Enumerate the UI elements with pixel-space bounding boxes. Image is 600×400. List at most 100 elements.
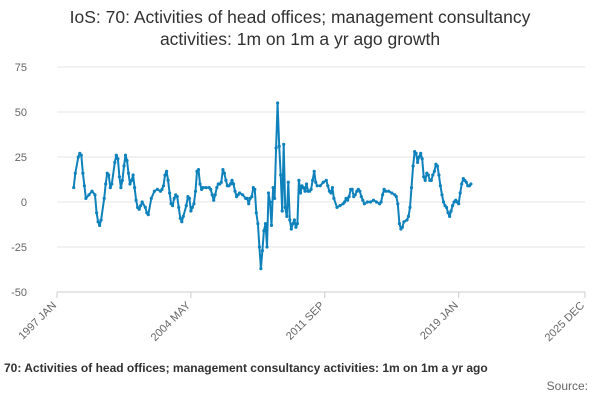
data-point	[448, 214, 452, 218]
data-point	[209, 187, 213, 191]
data-point	[155, 187, 159, 191]
source-label: Source:	[546, 379, 588, 393]
data-point	[277, 144, 281, 148]
data-point	[262, 229, 266, 233]
data-point	[444, 205, 449, 209]
data-point	[289, 227, 293, 231]
data-point	[361, 198, 365, 202]
data-point	[96, 220, 100, 224]
data-point	[233, 189, 237, 193]
data-point	[93, 193, 97, 197]
data-point	[125, 159, 129, 163]
data-point	[143, 205, 147, 209]
data-point	[104, 182, 108, 186]
data-point	[213, 193, 217, 197]
data-point	[245, 196, 249, 200]
data-point	[165, 169, 169, 173]
data-point	[269, 223, 274, 227]
y-tick-label: 25	[15, 152, 27, 164]
data-point	[166, 178, 170, 182]
data-point	[419, 151, 423, 155]
data-point	[409, 186, 414, 190]
data-point	[126, 171, 131, 175]
data-point	[231, 182, 236, 186]
data-point	[247, 202, 251, 206]
data-point	[189, 209, 193, 213]
data-point	[187, 196, 191, 200]
data-point	[408, 205, 412, 209]
legend-label: 70: Activities of head offices; manageme…	[4, 361, 488, 375]
data-point	[286, 180, 290, 184]
data-point	[79, 153, 83, 157]
data-point	[114, 153, 118, 157]
data-point	[315, 184, 319, 188]
x-tick-label: 1997 JAN	[16, 300, 59, 343]
data-point	[411, 164, 415, 168]
data-point	[422, 175, 426, 179]
data-point	[201, 186, 205, 190]
data-point	[219, 180, 223, 184]
data-point	[152, 189, 156, 193]
data-point	[449, 209, 453, 213]
data-point	[330, 186, 334, 190]
data-point	[117, 175, 121, 179]
data-point	[368, 200, 373, 204]
data-point	[215, 186, 219, 190]
data-point	[123, 153, 128, 157]
data-point	[260, 249, 264, 253]
data-point	[160, 187, 164, 191]
data-point	[257, 245, 261, 249]
data-point	[358, 189, 362, 193]
data-point	[90, 189, 94, 193]
data-point	[131, 173, 135, 177]
data-point	[171, 204, 175, 208]
x-tick-label: 2025 DEC	[543, 300, 587, 344]
data-point	[347, 195, 351, 199]
data-point	[303, 189, 307, 193]
data-point	[309, 187, 313, 191]
data-point	[210, 193, 214, 197]
data-point	[438, 184, 442, 188]
data-point	[285, 214, 289, 218]
data-point	[280, 209, 284, 213]
data-point	[181, 214, 185, 218]
data-point	[417, 155, 421, 159]
data-point	[446, 211, 450, 215]
data-point	[87, 193, 91, 197]
data-point	[116, 157, 120, 161]
data-point	[175, 195, 179, 199]
data-point	[429, 178, 433, 182]
data-point	[458, 191, 462, 195]
data-point	[457, 202, 461, 206]
data-point	[139, 204, 143, 208]
data-point	[224, 178, 228, 182]
data-point	[72, 186, 76, 190]
data-point	[431, 173, 435, 177]
data-point	[146, 213, 150, 217]
data-point	[414, 151, 418, 155]
data-point	[113, 160, 117, 164]
y-tick-label: 75	[15, 62, 27, 74]
data-point	[291, 222, 295, 226]
data-point	[120, 178, 124, 182]
data-point	[387, 189, 391, 193]
data-point	[76, 155, 80, 159]
data-point	[362, 202, 366, 206]
data-point	[338, 204, 342, 208]
data-point	[420, 157, 424, 161]
data-point	[304, 182, 309, 186]
data-point	[268, 200, 272, 204]
data-point	[198, 182, 202, 186]
data-point	[190, 205, 194, 209]
data-point	[273, 196, 277, 200]
data-point	[222, 171, 226, 175]
data-point	[192, 202, 196, 206]
chart-title-line-1: IoS: 70: Activities of head offices; man…	[69, 7, 531, 27]
data-point	[178, 216, 182, 220]
data-point	[406, 214, 411, 218]
data-point	[343, 200, 347, 204]
y-tick-label: -25	[11, 242, 27, 254]
data-point	[193, 189, 198, 193]
data-point	[98, 223, 102, 227]
data-point	[283, 205, 287, 209]
